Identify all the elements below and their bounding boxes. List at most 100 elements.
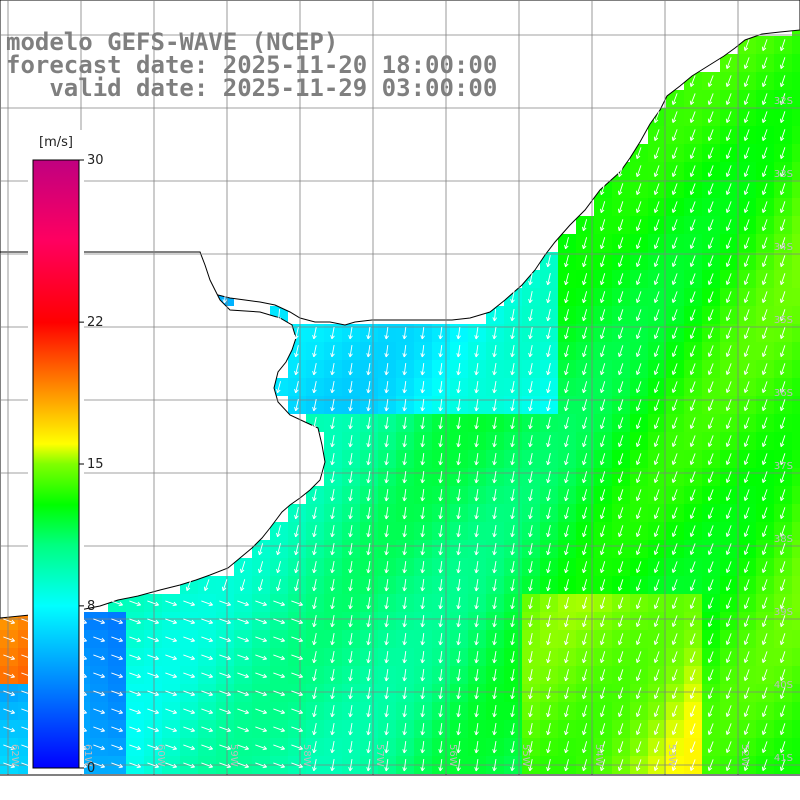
wind-arrow-head bbox=[779, 460, 782, 465]
wind-arrow-head bbox=[154, 676, 159, 679]
wind-arrow bbox=[726, 543, 732, 555]
wind-arrow-head bbox=[618, 623, 623, 628]
wind-arrow bbox=[618, 723, 624, 735]
wind-arrow-head bbox=[583, 425, 587, 430]
wind-arrow-head bbox=[312, 424, 315, 430]
wind-arrow bbox=[331, 453, 335, 465]
wind-arrow-head bbox=[64, 730, 69, 733]
wind-arrow-head bbox=[618, 659, 623, 664]
wind-arrow-head bbox=[191, 727, 195, 732]
wind-arrow-head bbox=[599, 388, 602, 393]
wind-arrow bbox=[636, 237, 642, 249]
wind-arrow bbox=[762, 507, 768, 519]
wind-arrow-head bbox=[154, 640, 159, 643]
wind-arrow-head bbox=[209, 727, 213, 732]
wind-arrow-head bbox=[744, 695, 749, 699]
wind-arrow-head bbox=[762, 551, 767, 555]
wind-arrow-head bbox=[493, 515, 497, 520]
wind-arrow bbox=[421, 470, 425, 484]
wind-arrow bbox=[780, 687, 786, 699]
wind-arrow bbox=[165, 690, 177, 696]
wind-arrow-head bbox=[366, 551, 369, 556]
wind-arrow bbox=[547, 579, 551, 591]
wind-arrow-head bbox=[457, 749, 461, 754]
wind-arrow-head bbox=[689, 352, 692, 357]
wind-arrow-head bbox=[366, 641, 369, 646]
wind-arrow-head bbox=[312, 496, 315, 502]
wind-arrow-head bbox=[635, 496, 638, 501]
wind-arrow-head bbox=[654, 479, 659, 483]
wind-arrow-head bbox=[564, 496, 566, 501]
wind-arrow-head bbox=[743, 100, 746, 105]
wind-arrow bbox=[726, 219, 732, 231]
wind-arrow bbox=[201, 708, 213, 714]
wind-arrow bbox=[240, 561, 246, 573]
wind-arrow bbox=[547, 651, 551, 663]
wind-arrow-head bbox=[367, 623, 371, 628]
wind-arrow-head bbox=[456, 479, 459, 484]
wind-arrow-head bbox=[726, 497, 731, 501]
wind-arrow-head bbox=[349, 659, 353, 664]
wind-arrow-head bbox=[119, 745, 123, 750]
wind-arrow-head bbox=[457, 479, 461, 484]
wind-arrow-head bbox=[564, 352, 566, 357]
wind-arrow-head bbox=[636, 515, 641, 519]
wind-arrow bbox=[654, 561, 660, 573]
wind-arrow-head bbox=[439, 371, 443, 376]
wind-arrow-head bbox=[191, 637, 195, 642]
wind-arrow-head bbox=[136, 730, 141, 733]
wind-arrow-head bbox=[672, 479, 677, 483]
wind-arrow-head bbox=[672, 299, 677, 303]
wind-arrow bbox=[222, 579, 228, 591]
wind-arrow bbox=[618, 453, 624, 465]
wind-arrow-head bbox=[725, 586, 728, 591]
wind-arrow bbox=[744, 327, 750, 339]
wind-arrow-head bbox=[456, 587, 459, 592]
wind-arrow bbox=[129, 600, 141, 606]
wind-arrow-head bbox=[599, 442, 602, 447]
wind-arrow bbox=[385, 758, 389, 772]
wind-arrow-head bbox=[636, 281, 641, 285]
wind-arrow-head bbox=[227, 709, 231, 714]
wind-arrow-head bbox=[654, 569, 659, 573]
wind-arrow-head bbox=[583, 677, 587, 682]
wind-arrow-head bbox=[780, 245, 785, 250]
wind-arrow-head bbox=[654, 767, 659, 771]
wind-arrow-head bbox=[780, 569, 785, 574]
wind-arrow bbox=[744, 183, 750, 195]
wind-arrow bbox=[111, 618, 123, 624]
wind-arrow-head bbox=[227, 601, 231, 606]
wind-arrow bbox=[726, 471, 732, 483]
wind-arrow-head bbox=[671, 550, 674, 555]
wind-arrow-head bbox=[690, 299, 695, 303]
wind-arrow-head bbox=[475, 389, 479, 394]
wind-arrow-head bbox=[421, 479, 425, 484]
wind-arrow-head bbox=[137, 691, 141, 696]
wind-arrow-head bbox=[690, 641, 695, 645]
wind-arrow-head bbox=[636, 191, 641, 195]
wind-arrow-head bbox=[708, 209, 713, 213]
wind-arrow-head bbox=[546, 334, 549, 339]
wind-arrow-head bbox=[528, 460, 531, 466]
wind-arrow-head bbox=[689, 712, 692, 717]
wind-arrow-head bbox=[635, 424, 638, 429]
wind-arrow-head bbox=[456, 551, 459, 556]
wind-arrow-head bbox=[780, 677, 785, 682]
wind-arrow-head bbox=[493, 587, 497, 592]
wind-arrow-head bbox=[403, 551, 407, 556]
wind-arrow-head bbox=[457, 389, 461, 394]
wind-arrow-head bbox=[547, 317, 551, 322]
wind-arrow-head bbox=[780, 335, 785, 340]
wind-arrow-head bbox=[367, 677, 371, 682]
wind-arrow-head bbox=[762, 173, 767, 177]
wind-arrow-head bbox=[618, 227, 623, 232]
wind-arrow-head bbox=[636, 317, 641, 321]
wind-arrow-head bbox=[385, 533, 389, 538]
wind-arrow-head bbox=[330, 586, 333, 592]
wind-arrow-head bbox=[349, 641, 353, 646]
wind-arrow bbox=[183, 708, 195, 714]
wind-arrow bbox=[403, 344, 407, 358]
wind-arrow-head bbox=[420, 443, 423, 448]
wind-arrow-head bbox=[511, 443, 515, 448]
